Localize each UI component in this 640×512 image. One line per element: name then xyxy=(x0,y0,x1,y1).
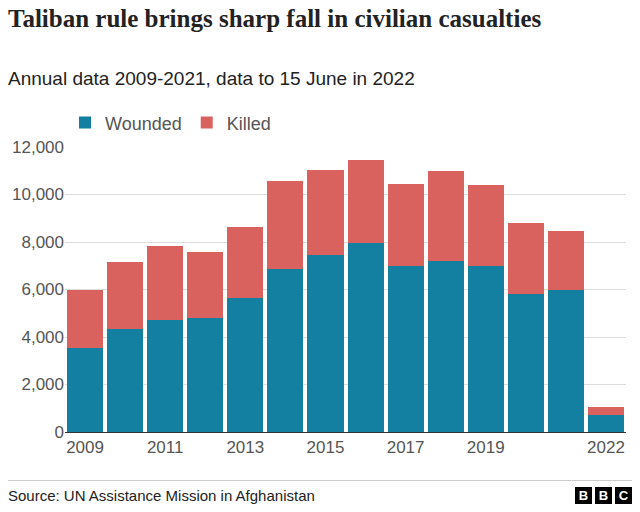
html-text:Source: UN Assistance Mission: Source: UN Assistance Mission in Afghani… xyxy=(8,487,315,504)
html-text:Taliban rule brings sharp fall: Taliban rule brings sharp fall in civili… xyxy=(8,5,542,32)
svg-text:2017: 2017 xyxy=(387,438,425,457)
svg-text:4,000: 4,000 xyxy=(21,328,64,347)
svg-text:Killed: Killed xyxy=(227,114,271,134)
html-text:B: B xyxy=(598,488,609,503)
html-text:Annual data 2009-2021, data to: Annual data 2009-2021, data to 15 June i… xyxy=(8,68,415,89)
html-text:B: B xyxy=(578,488,589,503)
svg-text:8,000: 8,000 xyxy=(21,233,64,252)
svg-text:2011: 2011 xyxy=(147,438,184,457)
svg-text:2019: 2019 xyxy=(467,438,505,457)
svg-text:2022: 2022 xyxy=(587,438,625,457)
svg-text:2013: 2013 xyxy=(226,438,264,457)
svg-text:6,000: 6,000 xyxy=(21,280,64,299)
svg-text:12,000: 12,000 xyxy=(12,138,64,157)
svg-text:2,000: 2,000 xyxy=(21,375,64,394)
svg-text:10,000: 10,000 xyxy=(12,185,64,204)
svg-text:2015: 2015 xyxy=(307,438,345,457)
html-text:C: C xyxy=(618,488,629,503)
svg-text:0: 0 xyxy=(55,423,64,442)
svg-text:2009: 2009 xyxy=(66,438,104,457)
svg-text:Wounded: Wounded xyxy=(105,114,182,134)
